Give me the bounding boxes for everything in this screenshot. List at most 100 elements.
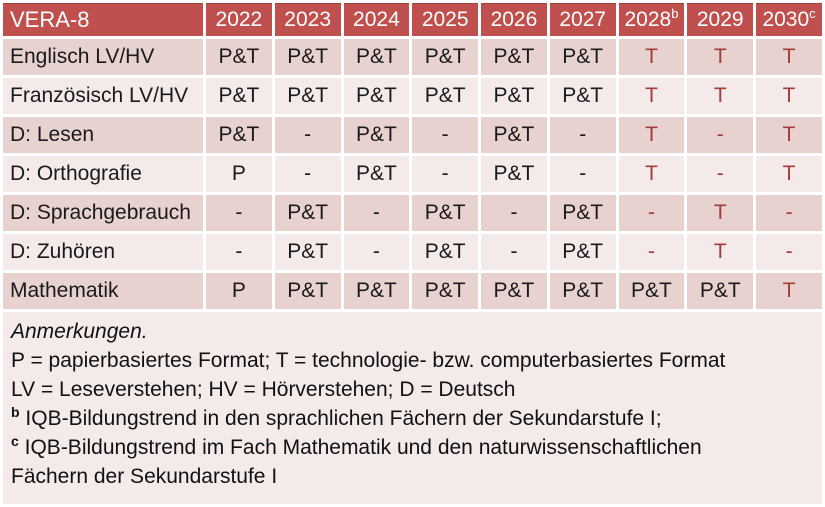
format-cell: P&T xyxy=(206,78,272,114)
format-cell: P&T xyxy=(549,234,616,270)
format-cell: T xyxy=(756,39,822,75)
row-label: D: Zuhören xyxy=(3,234,203,270)
format-cell: - xyxy=(206,195,272,231)
format-cell: T xyxy=(756,273,822,309)
table-row: D: Zuhören - P&T - P&T - P&T - T - xyxy=(3,234,822,270)
format-cell: - xyxy=(412,156,479,192)
row-label: D: Orthografie xyxy=(3,156,203,192)
format-cell: P&T xyxy=(549,273,616,309)
format-cell: P xyxy=(206,156,272,192)
format-cell: P&T xyxy=(274,39,341,75)
format-cell: T xyxy=(687,195,754,231)
format-cell: P&T xyxy=(206,117,272,153)
format-cell: - xyxy=(274,156,341,192)
year-column-header: 2029 xyxy=(687,3,754,36)
footnote-marker: b xyxy=(671,6,679,21)
format-cell: T xyxy=(618,78,685,114)
year-column-header: 2028b xyxy=(618,3,685,36)
format-cell: T xyxy=(618,117,685,153)
format-cell: - xyxy=(481,195,547,231)
format-cell: P&T xyxy=(687,273,754,309)
table-row: D: Lesen P&T - P&T - P&T - T - T xyxy=(3,117,822,153)
format-cell: P&T xyxy=(343,78,410,114)
format-cell: P&T xyxy=(481,78,547,114)
format-cell: T xyxy=(756,117,822,153)
format-cell: P&T xyxy=(412,39,479,75)
format-cell: P&T xyxy=(481,39,547,75)
format-cell: P&T xyxy=(412,78,479,114)
table-row: Französisch LV/HV P&T P&T P&T P&T P&T P&T T T T xyxy=(3,78,822,114)
format-cell: - xyxy=(274,117,341,153)
year-column-header: 2026 xyxy=(481,3,547,36)
vera8-schedule-table: VERA-8 2022 2023 2024 2025 2026 2027 2028b 2029… xyxy=(3,3,822,309)
table-row: D: Sprachgebrauch - P&T - P&T - P&T - T - xyxy=(3,195,822,231)
format-cell: P&T xyxy=(412,234,479,270)
note-line: b IQB-Bildungstrend in den sprachlichen … xyxy=(11,404,662,430)
format-cell: P&T xyxy=(481,117,547,153)
row-label: Mathematik xyxy=(3,273,203,309)
format-cell: T xyxy=(618,156,685,192)
note-line: LV = Leseverstehen; HV = Hörverstehen; D… xyxy=(11,378,516,401)
format-cell: P xyxy=(206,273,272,309)
format-cell: T xyxy=(756,78,822,114)
format-cell: P&T xyxy=(481,273,547,309)
format-cell: P&T xyxy=(343,117,410,153)
format-cell: - xyxy=(756,195,822,231)
year-column-header: 2027 xyxy=(549,3,616,36)
format-cell: - xyxy=(206,234,272,270)
format-cell: P&T xyxy=(412,195,479,231)
format-cell: - xyxy=(343,234,410,270)
format-cell: P&T xyxy=(343,156,410,192)
format-cell: - xyxy=(618,195,685,231)
format-cell: P&T xyxy=(274,78,341,114)
format-cell: P&T xyxy=(618,273,685,309)
note-line: c IQB-Bildungstrend im Fach Mathematik u… xyxy=(11,433,702,459)
format-cell: P&T xyxy=(481,156,547,192)
note-line: P = papierbasiertes Format; T = technolo… xyxy=(11,349,726,372)
footnote-marker: b xyxy=(11,404,20,420)
format-cell: - xyxy=(756,234,822,270)
format-cell: - xyxy=(549,156,616,192)
format-cell: - xyxy=(687,117,754,153)
format-cell: P&T xyxy=(274,273,341,309)
format-cell: - xyxy=(549,117,616,153)
format-cell: P&T xyxy=(412,273,479,309)
footnote-marker: c xyxy=(809,6,816,21)
format-cell: P&T xyxy=(206,39,272,75)
year-column-header: 2023 xyxy=(274,3,341,36)
table-row: Mathematik P P&T P&T P&T P&T P&T P&T P&T T xyxy=(3,273,822,309)
format-cell: P&T xyxy=(274,234,341,270)
year-column-header: 2022 xyxy=(206,3,272,36)
format-cell: T xyxy=(687,234,754,270)
format-cell: T xyxy=(687,39,754,75)
format-cell: - xyxy=(343,195,410,231)
table-title: VERA-8 xyxy=(3,3,203,36)
note-line: Anmerkungen. xyxy=(11,320,148,343)
format-cell: - xyxy=(481,234,547,270)
row-label: D: Lesen xyxy=(3,117,203,153)
footnote-marker: c xyxy=(11,433,19,449)
year-column-header: 2024 xyxy=(343,3,410,36)
row-label: Englisch LV/HV xyxy=(3,39,203,75)
year-column-header: 2030c xyxy=(756,3,822,36)
row-label: Französisch LV/HV xyxy=(3,78,203,114)
note-line: Fächern der Sekundarstufe I xyxy=(11,465,278,488)
format-cell: - xyxy=(687,156,754,192)
format-cell: T xyxy=(618,39,685,75)
format-cell: T xyxy=(756,156,822,192)
format-cell: P&T xyxy=(549,195,616,231)
format-cell: T xyxy=(687,78,754,114)
format-cell: P&T xyxy=(274,195,341,231)
format-cell: - xyxy=(412,117,479,153)
format-cell: - xyxy=(618,234,685,270)
format-cell: P&T xyxy=(343,273,410,309)
notes-section: Anmerkungen. P = papierbasiertes Format; … xyxy=(3,312,822,504)
format-cell: P&T xyxy=(343,39,410,75)
table-row: D: Orthografie P - P&T - P&T - T - T xyxy=(3,156,822,192)
table-header-row: VERA-8 2022 2023 2024 2025 2026 2027 2028b 2029… xyxy=(3,3,822,36)
format-cell: P&T xyxy=(549,78,616,114)
format-cell: P&T xyxy=(549,39,616,75)
row-label: D: Sprachgebrauch xyxy=(3,195,203,231)
year-column-header: 2025 xyxy=(412,3,479,36)
